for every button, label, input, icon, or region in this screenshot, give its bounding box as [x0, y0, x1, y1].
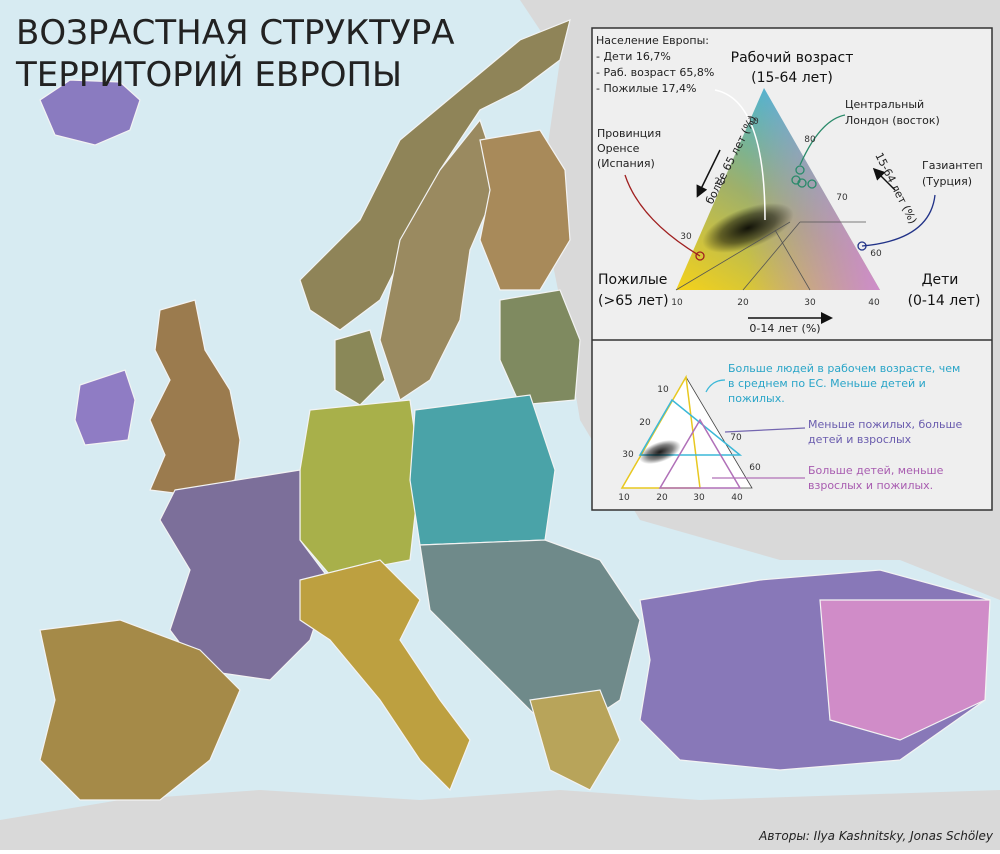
tick-label: 80: [804, 135, 816, 145]
corner-label: Пожилые: [598, 272, 667, 288]
shape: [795, 165, 805, 175]
tick-label: 40: [868, 298, 880, 308]
data-cloud: [702, 203, 794, 253]
tick-label: 10: [618, 493, 630, 503]
annotation: (Испания): [597, 157, 655, 170]
shape: [861, 194, 936, 247]
shape: [797, 178, 807, 188]
population-item: - Раб. возраст 65,8%: [596, 66, 714, 79]
tick-label: 40: [731, 493, 743, 503]
key-note: детей и взрослых: [808, 433, 912, 446]
annotation: Газиантеп: [922, 159, 983, 172]
shape: [299, 399, 421, 576]
shape: [74, 369, 136, 446]
title-line: ТЕРРИТОРИЙ ЕВРОПЫ: [15, 54, 402, 95]
tick-label: 20: [656, 493, 668, 503]
key-note: Меньше пожилых, больше: [808, 418, 963, 431]
group: 10 20 30 40 10 20 30 80 70 60: [671, 117, 882, 308]
annotation: (Турция): [922, 175, 972, 188]
tick-label: 30: [693, 493, 705, 503]
shape: [624, 174, 701, 257]
tick-label: 60: [870, 249, 882, 259]
group: 10 20 30 10 20 30 40 70 60: [618, 385, 761, 503]
shape: [872, 167, 896, 191]
shape: [675, 221, 791, 291]
shape: [0, 790, 1000, 850]
shape: [379, 118, 501, 401]
key-note: Больше людей в рабочем возрасте, чем: [728, 362, 960, 375]
shape: [334, 329, 386, 406]
key-note: пожилых.: [728, 392, 785, 405]
shape: [39, 619, 241, 801]
shape: [819, 599, 991, 741]
group: [791, 114, 846, 189]
shape: [742, 221, 801, 291]
shape: [696, 149, 721, 198]
title-line: ВОЗРАСТНАЯ СТРУКТУРА: [16, 13, 455, 53]
key-note: в среднем по ЕС. Меньше детей и: [728, 377, 926, 390]
shape: [639, 439, 681, 465]
corner-label: Дети: [922, 272, 959, 288]
key-note: Больше детей, меньше: [808, 464, 944, 477]
shape: [807, 179, 817, 189]
tick-label: 30: [680, 232, 692, 242]
tick-label: 30: [804, 298, 816, 308]
shape: [499, 289, 581, 406]
annotation: Оренсе: [597, 142, 640, 155]
tick-label: 30: [622, 450, 634, 460]
credit: Авторы: Ilya Kashnitsky, Jonas Schöley: [758, 829, 994, 843]
shape: [658, 418, 742, 489]
tick-label: 10: [747, 117, 759, 127]
shape: [724, 427, 806, 433]
shape: [695, 251, 705, 261]
shape: [299, 19, 571, 331]
shape: [705, 379, 726, 393]
corner-label: (0-14 лет): [908, 293, 981, 309]
annotation: Провинция: [597, 127, 661, 140]
shape: [638, 398, 743, 456]
tick-label: 70: [836, 193, 848, 203]
shape: [714, 89, 766, 221]
tick-label: 10: [671, 298, 683, 308]
shape: [299, 559, 471, 792]
shape: [39, 79, 141, 146]
axis-label: 0-14 лет (%): [749, 322, 820, 335]
tick-label: 20: [714, 177, 726, 187]
shape: [479, 129, 571, 291]
group: [39, 19, 991, 801]
corner-label: (>65 лет): [598, 293, 669, 309]
tick-label: 60: [749, 463, 761, 473]
population-heading: Население Европы:: [596, 34, 709, 47]
tick-label: 20: [639, 418, 651, 428]
shape: [799, 114, 846, 166]
shape: [774, 229, 811, 291]
key-note: взрослых и пожилых.: [808, 479, 933, 492]
group: [675, 221, 866, 291]
group: Больше людей в рабочем возрасте, чем в с…: [728, 362, 963, 492]
tick-label: 10: [657, 385, 669, 395]
population-item: - Пожилые 17,4%: [596, 82, 696, 95]
shape: [159, 469, 331, 681]
shape: [409, 394, 556, 546]
corner-label: Рабочий возраст: [731, 50, 854, 66]
annotation: Центральный: [845, 98, 924, 111]
population-item: - Дети 16,7%: [596, 50, 671, 63]
annotation: Лондон (восток): [845, 114, 940, 127]
shape: [529, 689, 621, 791]
corner-label: (15-64 лет): [751, 70, 833, 86]
tick-label: 20: [737, 298, 749, 308]
tick-label: 70: [730, 433, 742, 443]
